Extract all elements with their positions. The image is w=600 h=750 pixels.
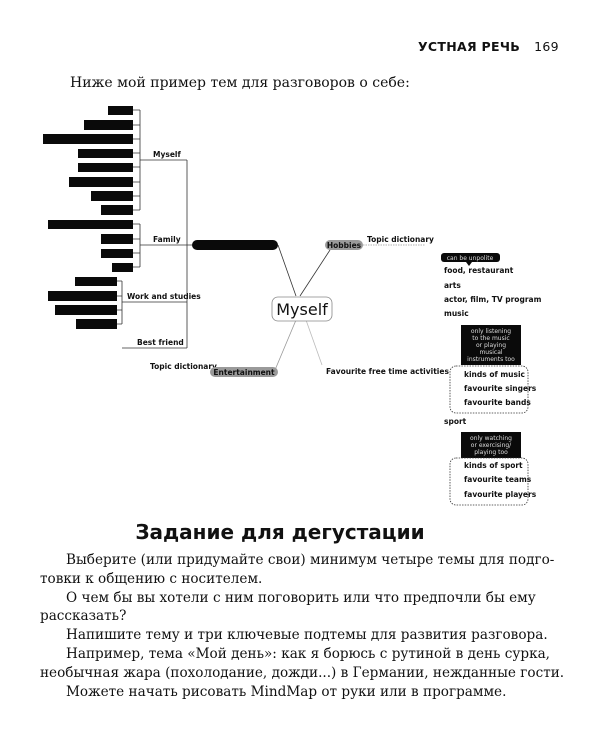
entertainment-pill (210, 367, 278, 377)
center-node (271, 296, 333, 322)
music-note-line: to the music (472, 335, 509, 342)
task-title: Задание для дегустации (135, 520, 425, 544)
task-line: Напишите тему и три ключевые подтемы для… (66, 627, 548, 644)
topic-item: music (444, 309, 469, 318)
branch-family: Family (153, 235, 181, 244)
task-line: Например, тема «Мой день»: как я борюсь … (66, 645, 551, 662)
music-item: kinds of music (464, 370, 525, 379)
music-note-line: instruments too (467, 356, 515, 363)
music-note-box (461, 325, 521, 365)
task-line: рассказать? (40, 608, 127, 625)
branch-myself: Myself (153, 150, 181, 159)
branch-work: Work and studies (127, 292, 201, 301)
center-node-label: Myself (276, 300, 328, 319)
connectors (117, 109, 425, 371)
sport-note-line: only watching (470, 435, 512, 442)
family-pill-redacted (192, 240, 278, 250)
topic-item: arts (444, 281, 461, 290)
sport-item: favourite players (464, 490, 537, 499)
sport-item: favourite teams (464, 475, 532, 484)
page-number: 169 (534, 39, 559, 54)
topic-item: food, restaurant (444, 266, 514, 275)
task-body: Выберите (или придумайте свои) минимум ч… (40, 551, 565, 701)
task-line: необычная жара (похолодание, дожди...) в… (40, 664, 565, 681)
topic-item: actor, film, TV program (444, 295, 542, 304)
branch-best-friend: Best friend (137, 338, 184, 347)
music-item: favourite bands (464, 398, 531, 407)
entertainment-note: Topic dictionary (150, 362, 217, 371)
mind-map: Myself Myself Family Work and studies Be… (43, 106, 542, 506)
favourite-activities: Favourite free time activities (326, 367, 449, 376)
sport-note-line: or exercising/ (471, 442, 512, 449)
redacted-bars (43, 106, 133, 329)
hobbies-label: Hobbies (327, 241, 362, 250)
intro-text: Ниже мой пример тем для разговоров о себ… (70, 75, 410, 91)
sport-note-line: playing too (474, 449, 508, 456)
hobbies-pill (325, 240, 363, 250)
sport-note-box (461, 432, 521, 458)
task-line: товки к общению с носителем. (40, 570, 263, 587)
music-note-line: only listening (471, 328, 511, 335)
unpolite-callout (441, 253, 500, 262)
music-note-line: musical (479, 349, 502, 356)
music-group (449, 365, 529, 414)
section-title: УСТНАЯ РЕЧЬ (418, 39, 521, 54)
topic-item-sport: sport (444, 417, 467, 426)
sport-item: kinds of sport (464, 461, 523, 470)
entertainment-label: Entertainment (213, 368, 275, 377)
music-item: favourite singers (464, 384, 537, 393)
hobbies-note: Topic dictionary (367, 235, 434, 244)
music-note-line: or playing (476, 342, 506, 349)
task-line: Можете начать рисовать MindMap от руки и… (66, 683, 507, 700)
running-header: УСТНАЯ РЕЧЬ 169 (418, 39, 559, 54)
task-line: Выберите (или придумайте свои) минимум ч… (66, 552, 555, 568)
unpolite-callout-text: can be unpolite (447, 255, 494, 262)
sport-group (449, 457, 529, 506)
task-line: О чем бы вы хотели с ним поговорить или … (66, 589, 536, 606)
